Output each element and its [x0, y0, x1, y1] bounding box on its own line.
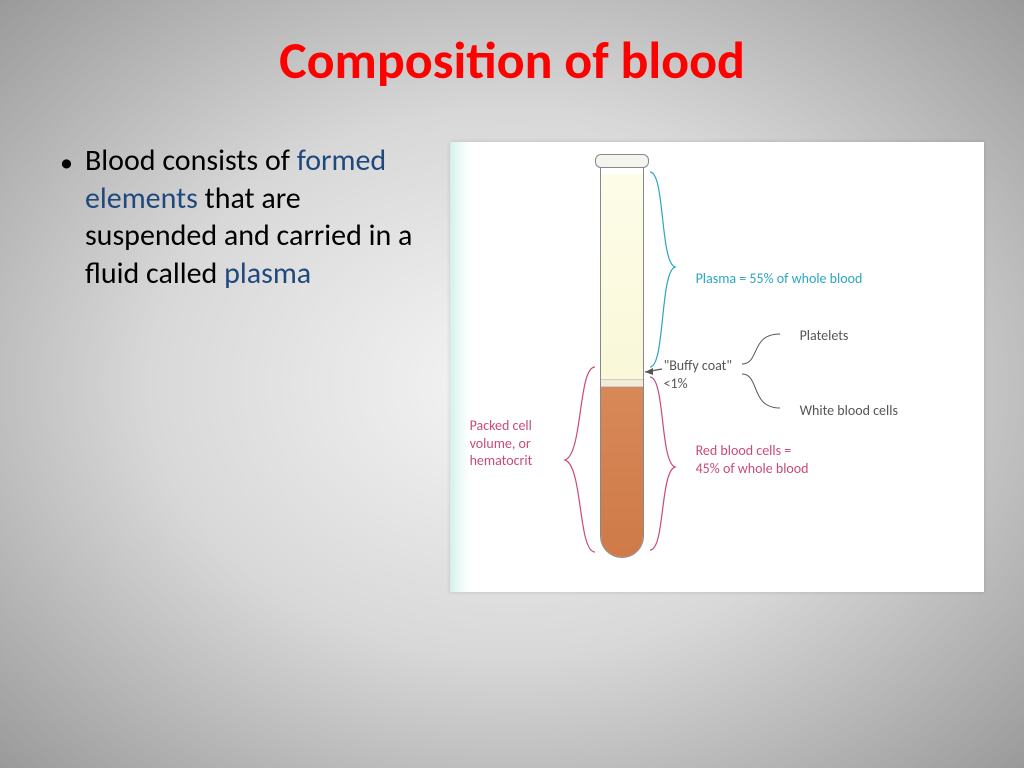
plasma-brace — [650, 172, 675, 367]
plasma-layer — [601, 174, 643, 379]
plasma-label: Plasma = 55% of whole blood — [696, 270, 863, 288]
buffy-coat-label: "Buffy coat" <1% — [664, 357, 732, 392]
packed-brace — [565, 367, 595, 552]
test-tube — [600, 154, 644, 559]
buffy-line2: <1% — [664, 375, 688, 392]
packed-line1: Packed cell — [470, 417, 532, 434]
packed-cell-label: Packed cell volume, or hematocrit — [470, 417, 533, 470]
buffy-line1: "Buffy coat" — [664, 357, 732, 374]
text-column: • Blood consists of formed elements that… — [60, 142, 440, 592]
bullet-text: Blood consists of formed elements that a… — [85, 142, 440, 292]
rbc-label: Red blood cells = 45% of whole blood — [696, 442, 809, 477]
bullet-prefix: Blood consists of — [85, 142, 297, 179]
buffy-arrow-head — [645, 368, 653, 375]
platelets-label: Platelets — [800, 327, 849, 345]
bullet-marker: • — [60, 142, 73, 292]
buffy-components-brace — [742, 334, 780, 408]
blood-tube-diagram: Plasma = 55% of whole blood "Buffy coat"… — [450, 142, 984, 592]
rbc-layer — [601, 387, 643, 557]
rbc-line2: 45% of whole blood — [696, 460, 809, 477]
bullet-highlight-plasma: plasma — [224, 255, 311, 292]
tube-body — [600, 166, 644, 558]
packed-line3: hematocrit — [470, 452, 533, 469]
wbc-label: White blood cells — [800, 402, 898, 420]
rbc-line1: Red blood cells = — [696, 442, 792, 459]
packed-line2: volume, or — [470, 435, 531, 452]
slide-content: • Blood consists of formed elements that… — [0, 92, 1024, 592]
rbc-brace — [650, 377, 675, 550]
bullet-item: • Blood consists of formed elements that… — [60, 142, 440, 292]
edge-tint — [450, 142, 470, 592]
slide-title: Composition of blood — [0, 0, 1024, 92]
tube-cap — [595, 154, 649, 168]
buffy-arrow-line — [645, 369, 662, 372]
buffy-coat-layer — [601, 379, 643, 387]
